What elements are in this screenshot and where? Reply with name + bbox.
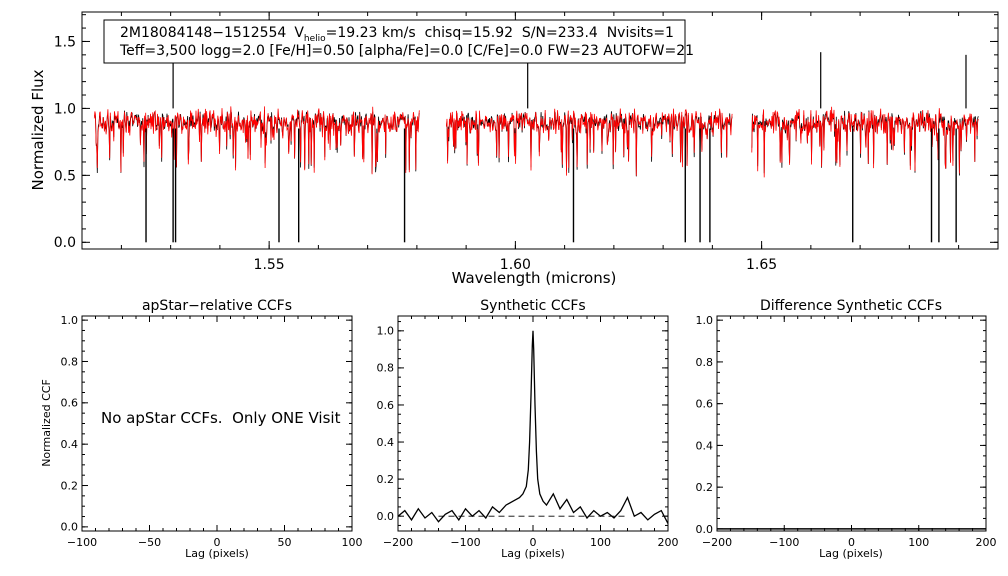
- difference-xtick-label: −100: [769, 536, 799, 549]
- difference-axes: −200 −100 0 100 200 0.0 0.2 0.4 0.6 0.8 1.0: [696, 314, 997, 549]
- spectrum-ytick-label: 0.0: [54, 235, 76, 251]
- difference-xtick-label: 100: [908, 536, 929, 549]
- info-values: =19.23 km/s chisq=15.92 S/N=233.4 Nvisit…: [326, 25, 674, 41]
- apstar-xtick-label: −50: [138, 536, 161, 549]
- difference-xtick-label: 200: [976, 536, 997, 549]
- synthetic-xtick-label: 0: [530, 536, 537, 549]
- vhelio-label: V: [294, 25, 304, 41]
- spectrum-info-box: [103, 19, 686, 64]
- difference-ytick-label: 1.0: [696, 314, 714, 327]
- difference-xtick-label: −200: [702, 536, 732, 549]
- spectrum-ytick-label: 1.5: [54, 34, 76, 50]
- spectrum-plot-area: [93, 25, 979, 243]
- synthetic-ccf-line: [397, 330, 669, 524]
- difference-frame: [716, 315, 987, 532]
- difference-xlabel: Lag (pixels): [819, 547, 883, 560]
- synthetic-axes: −200 −100 0 100 200 0.0 0.2 0.4 0.6 0.8 1.0: [377, 316, 679, 549]
- difference-ytick-label: 0.2: [696, 481, 714, 494]
- synthetic-plot-area: [397, 330, 669, 524]
- apstar-xtick-label: −100: [67, 536, 97, 549]
- spectrum-xtick-label: 1.60: [500, 257, 531, 273]
- spectrum-axes: 1.55 1.60 1.65 0.0 0.5 1.0 1.5: [54, 12, 998, 273]
- synthetic-xlabel: Lag (pixels): [501, 547, 565, 560]
- apstar-xtick-label: 100: [342, 536, 363, 549]
- apstar-ytick-label: 0.2: [61, 479, 79, 492]
- difference-panel: Difference Synthetic CCFs −200 −100 0 100 20…: [696, 298, 997, 560]
- model-spectrum-line: [751, 106, 979, 178]
- apstar-message: No apStar CCFs. Only ONE Visit: [101, 409, 341, 427]
- apstar-ytick-label: 0.4: [61, 438, 79, 451]
- spectrum-xtick-label: 1.65: [746, 257, 777, 273]
- apstar-title: apStar−relative CCFs: [142, 298, 292, 314]
- synthetic-ytick-label: 0.8: [377, 362, 395, 375]
- spectrum-info-line1: 2M18084148−1512554 Vhelio=19.23 km/s chis…: [120, 25, 674, 44]
- synthetic-title: Synthetic CCFs: [480, 298, 585, 314]
- spectrum-xtick-label: 1.55: [254, 257, 285, 273]
- synthetic-ytick-label: 0.4: [377, 436, 395, 449]
- difference-ytick-label: 0.0: [696, 523, 714, 536]
- difference-ytick-label: 0.6: [696, 398, 714, 411]
- synthetic-panel: Synthetic CCFs −200 −100 0 100 200 0.0 0.2 0.4 0…: [377, 298, 679, 560]
- synthetic-ytick-label: 1.0: [377, 325, 395, 338]
- vhelio-subscript: helio: [304, 34, 326, 44]
- spectrum-ytick-label: 0.5: [54, 168, 76, 184]
- difference-xtick-label: 0: [848, 536, 855, 549]
- spectrum-frame: [81, 11, 999, 250]
- spectrum-info-line2: Teff=3,500 logg=2.0 [Fe/H]=0.50 [alpha/F…: [119, 43, 694, 59]
- apstar-xtick-label: 50: [278, 536, 292, 549]
- difference-ytick-label: 0.4: [696, 439, 714, 452]
- apstar-ytick-label: 1.0: [61, 314, 79, 327]
- difference-title: Difference Synthetic CCFs: [760, 298, 942, 314]
- synthetic-ytick-label: 0.2: [377, 473, 395, 486]
- synthetic-ytick-label: 0.0: [377, 510, 395, 523]
- synthetic-ytick-label: 0.6: [377, 399, 395, 412]
- apstar-ylabel: Normalized CCF: [40, 379, 53, 467]
- difference-ytick-label: 0.8: [696, 356, 714, 369]
- synthetic-xtick-label: 100: [590, 536, 611, 549]
- spectrum-ytick-label: 1.0: [54, 101, 76, 117]
- model-spectrum-line: [93, 106, 420, 175]
- apstar-xlabel: Lag (pixels): [185, 547, 249, 560]
- apstar-ytick-label: 0.0: [61, 521, 79, 534]
- synthetic-xtick-label: −100: [450, 536, 480, 549]
- star-id: 2M18084148−1512554: [120, 25, 286, 41]
- synthetic-xtick-label: −200: [383, 536, 413, 549]
- apstar-ytick-label: 0.8: [61, 355, 79, 368]
- synthetic-xtick-label: 200: [658, 536, 679, 549]
- model-spectrum-line: [446, 108, 733, 176]
- apstar-ytick-label: 0.6: [61, 397, 79, 410]
- spectrum-xlabel: Wavelength (microns): [452, 269, 617, 287]
- spectrum-ylabel: Normalized Flux: [29, 69, 47, 190]
- apstar-panel: apStar−relative CCFs −100 −50 0 50 100 0.0 0.2…: [40, 298, 363, 560]
- spectrum-panel: 1.55 1.60 1.65 0.0 0.5 1.0 1.5 2M18084148−1512…: [29, 11, 999, 287]
- apstar-xtick-label: 0: [214, 536, 221, 549]
- apstar-axes: −100 −50 0 50 100 0.0 0.2 0.4 0.6 0.8 1.0: [61, 314, 363, 549]
